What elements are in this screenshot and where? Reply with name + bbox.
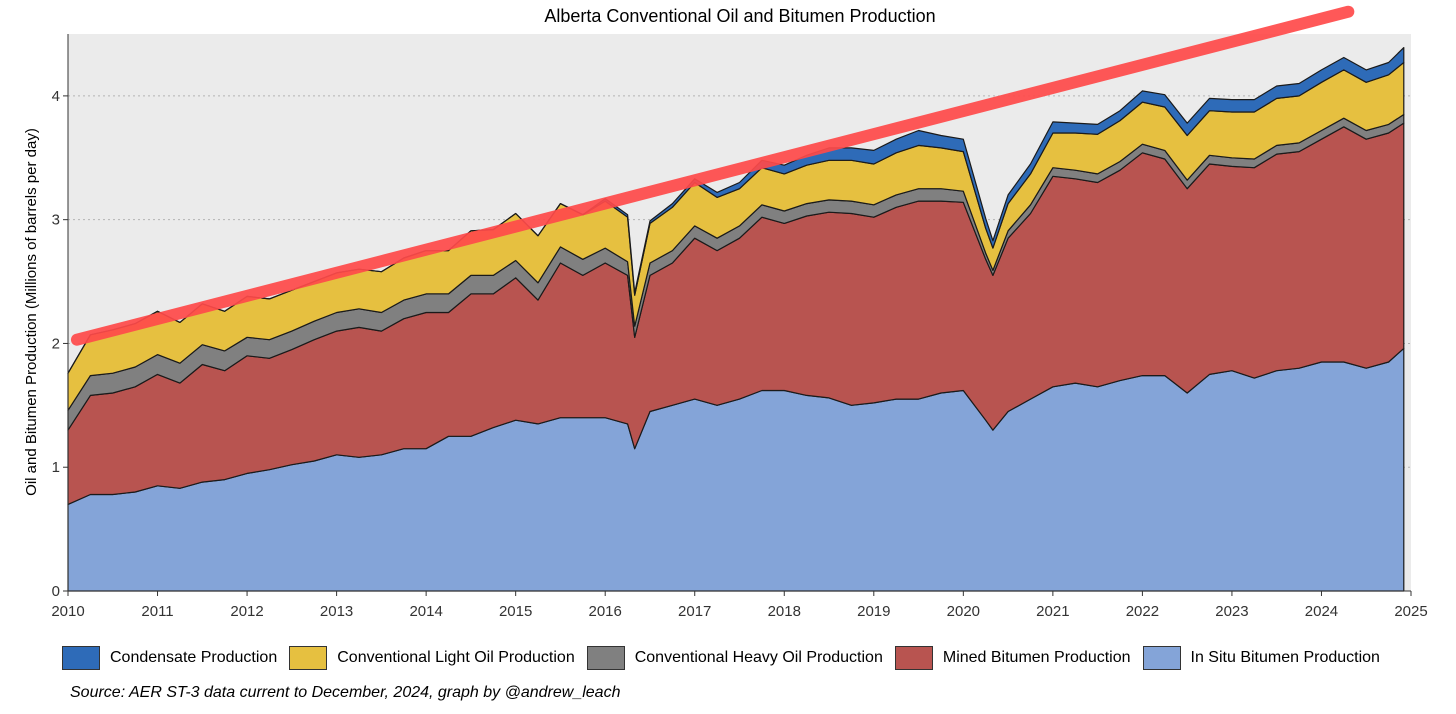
legend: Condensate Production Conventional Light…	[62, 646, 1392, 670]
x-tick-label: 2011	[141, 603, 173, 620]
area-series	[67, 47, 1405, 592]
legend-label: Condensate Production	[110, 649, 278, 666]
legend-item-insitu: In Situ Bitumen Production	[1142, 646, 1380, 670]
x-tick-label: 2017	[678, 603, 711, 620]
x-tick-label: 2014	[409, 603, 442, 620]
y-tick-label: 2	[52, 335, 60, 352]
legend-swatch-heavy-oil	[586, 646, 625, 670]
legend-label: Conventional Heavy Oil Production	[634, 649, 883, 666]
x-axis-ticks: 2010 2011 2012 2013 2014 2015 2016 2017 2018 2019…	[51, 591, 1428, 620]
x-tick-label: 2018	[768, 603, 801, 620]
legend-label: Mined Bitumen Production	[942, 649, 1131, 666]
y-tick-label: 1	[52, 459, 60, 476]
legend-swatch-mined	[894, 646, 933, 670]
x-tick-label: 2025	[1394, 603, 1427, 620]
x-tick-label: 2022	[1126, 603, 1159, 620]
legend-label: In Situ Bitumen Production	[1190, 649, 1380, 666]
source-note: Source: AER ST-3 data current to Decembe…	[70, 684, 621, 701]
y-tick-label: 0	[52, 583, 60, 600]
axes	[67, 34, 1411, 592]
legend-item-condensate: Condensate Production	[62, 646, 277, 670]
x-tick-label: 2024	[1305, 603, 1338, 620]
x-tick-label: 2015	[499, 603, 532, 620]
legend-swatch-insitu	[1142, 646, 1181, 670]
y-tick-label: 3	[52, 212, 60, 229]
x-tick-label: 2010	[51, 603, 84, 620]
x-tick-label: 2019	[857, 603, 890, 620]
legend-swatch-light-oil	[289, 646, 328, 670]
x-tick-label: 2012	[230, 603, 263, 620]
x-tick-label: 2013	[320, 603, 353, 620]
chart-title: Alberta Conventional Oil and Bitumen Pro…	[544, 6, 935, 26]
legend-item-light-oil: Conventional Light Oil Production	[289, 646, 575, 670]
y-axis-ticks: 0 1 2 3 4	[52, 88, 68, 600]
legend-item-mined: Mined Bitumen Production	[894, 646, 1131, 670]
trend-line	[70, 5, 1355, 346]
y-tick-label: 4	[52, 88, 60, 105]
legend-swatch-condensate	[62, 646, 100, 670]
area-condensate-production	[67, 47, 1405, 374]
legend-item-heavy-oil: Conventional Heavy Oil Production	[586, 646, 883, 670]
x-tick-label: 2023	[1215, 603, 1248, 620]
legend-label: Conventional Light Oil Production	[337, 649, 575, 666]
x-tick-label: 2016	[589, 603, 622, 620]
trend-annotation	[70, 5, 1355, 346]
x-tick-label: 2021	[1036, 603, 1069, 620]
y-axis-label: Oil and Bitumen Production (Millions of …	[23, 128, 40, 496]
x-tick-label: 2020	[947, 603, 980, 620]
